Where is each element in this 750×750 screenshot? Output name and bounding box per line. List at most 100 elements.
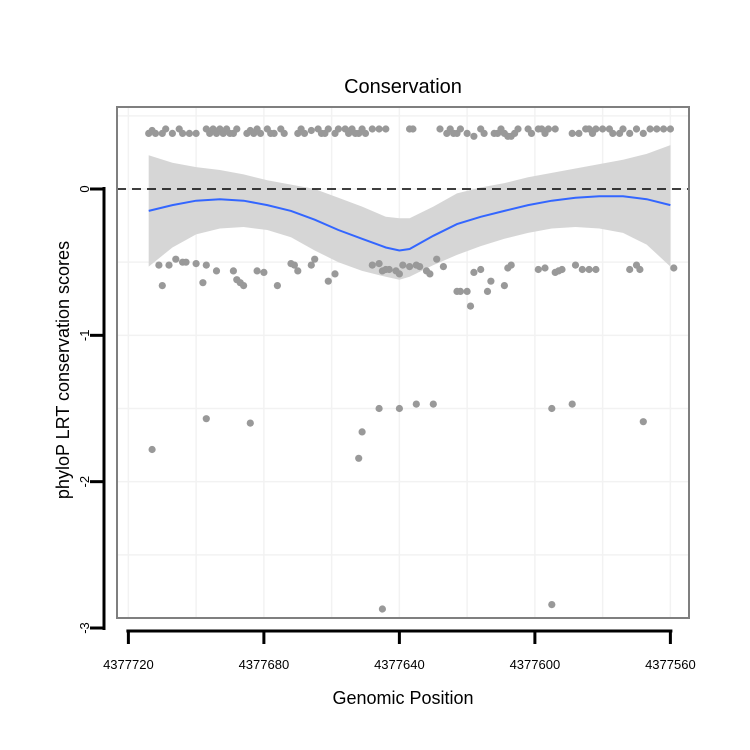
data-point [361, 129, 370, 137]
data-point [568, 400, 576, 408]
data-point [416, 263, 424, 271]
chart-title: Conservation [344, 76, 462, 98]
x-axis: 4377720 4377680 4377640 4377600 4377560 [103, 629, 696, 672]
data-point [592, 125, 600, 133]
data-point [609, 129, 617, 137]
data-point [202, 261, 210, 269]
data-point [409, 125, 417, 133]
data-point [480, 129, 488, 137]
smooth-line [148, 195, 671, 252]
data-point [548, 404, 556, 413]
data-point [456, 287, 464, 295]
data-point [290, 261, 298, 269]
data-point [358, 428, 366, 436]
data-point [148, 445, 156, 454]
data-point [660, 125, 668, 133]
y-tick-label: -1 [77, 330, 92, 342]
data-point [378, 605, 386, 613]
data-point [334, 125, 342, 133]
data-point [307, 261, 315, 269]
data-point [466, 302, 475, 310]
data-point [185, 129, 193, 137]
data-point [429, 400, 437, 408]
data-point [558, 265, 566, 274]
data-point [626, 265, 634, 274]
y-tick-label: -2 [77, 476, 92, 488]
data-point [382, 125, 390, 133]
data-point [324, 277, 332, 285]
data-points [145, 125, 678, 613]
y-axis-label: phyloP LRT conservation scores [53, 241, 73, 499]
data-point [636, 265, 644, 274]
data-point [395, 270, 403, 278]
y-tick-label: 0 [77, 185, 92, 192]
data-point [470, 268, 478, 276]
x-tick-label: 4377720 [103, 657, 154, 672]
x-axis-label: Genomic Position [332, 688, 473, 708]
panel-frame [116, 106, 690, 619]
data-point [375, 260, 383, 268]
data-point [483, 287, 492, 295]
data-point [463, 287, 471, 295]
data-point [527, 129, 536, 137]
panel-border [116, 106, 690, 619]
data-point [487, 277, 495, 285]
data-point [619, 125, 627, 133]
data-point [165, 261, 173, 269]
data-point [639, 129, 647, 137]
data-point [151, 129, 160, 137]
confidence-band-area [148, 145, 671, 280]
data-point [162, 125, 170, 133]
data-point [300, 129, 309, 137]
data-point [439, 263, 447, 271]
data-point [433, 255, 441, 263]
data-point [192, 260, 200, 268]
data-point [355, 454, 363, 462]
confidence-band [148, 145, 671, 280]
data-point [500, 282, 508, 290]
data-point [311, 255, 319, 263]
data-point [578, 265, 586, 274]
data-point [568, 129, 576, 137]
smooth-fit-line [148, 195, 671, 252]
data-point [436, 125, 444, 133]
data-point [666, 125, 675, 133]
x-tick-label: 4377560 [645, 657, 696, 672]
data-point [632, 125, 641, 133]
data-point [172, 255, 180, 263]
x-tick-label: 4377600 [510, 657, 561, 672]
data-point [670, 264, 678, 272]
data-point [406, 263, 414, 271]
data-point [541, 264, 549, 272]
data-point [463, 129, 471, 137]
data-point [514, 125, 522, 133]
data-point [544, 125, 553, 133]
data-point [626, 129, 634, 137]
data-point [585, 265, 593, 274]
data-point [653, 125, 661, 133]
data-point [456, 125, 464, 133]
data-point [179, 129, 187, 137]
data-point [256, 129, 265, 137]
data-point [202, 415, 210, 423]
data-point [229, 267, 237, 275]
data-point [368, 261, 376, 269]
data-point [280, 129, 288, 137]
data-point [324, 125, 332, 133]
data-point [507, 261, 515, 269]
data-point [270, 129, 278, 137]
data-point [575, 129, 583, 137]
data-point [426, 270, 434, 278]
x-tick-label: 4377680 [239, 657, 290, 672]
data-point [233, 125, 241, 133]
data-point [375, 404, 383, 413]
y-tick-label: -3 [77, 622, 92, 634]
data-point [212, 267, 221, 275]
data-point [253, 267, 261, 275]
data-point [199, 279, 207, 287]
data-point [368, 125, 376, 133]
data-point [477, 265, 485, 274]
data-point [158, 282, 166, 290]
data-point [273, 282, 281, 290]
